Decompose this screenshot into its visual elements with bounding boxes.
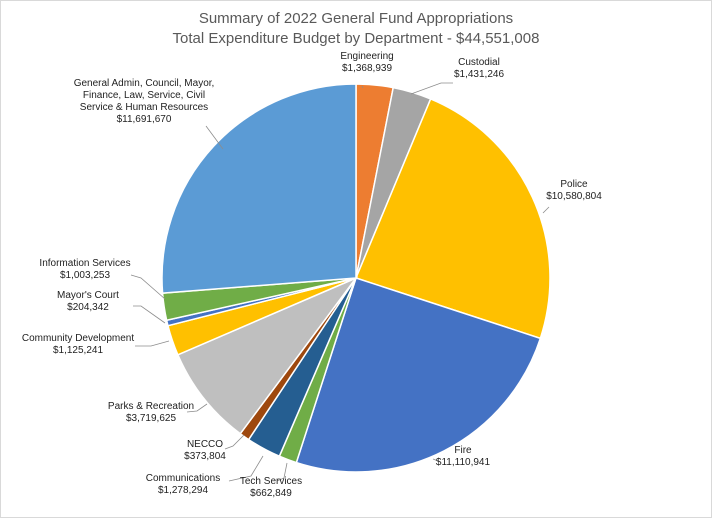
label-value: $11,691,670 <box>117 114 172 125</box>
label-value: $1,125,241 <box>53 345 103 356</box>
data-label-parks-recreation: Parks & Recreation $3,719,625 <box>108 401 194 424</box>
leader-line-information-services <box>130 274 166 300</box>
data-label-information-services: Information Services $1,003,253 <box>39 258 130 281</box>
pie-slice-parks-recreation <box>176 276 359 435</box>
label-value: $373,804 <box>184 451 226 462</box>
label-name-line: Fire <box>454 445 472 456</box>
label-name-line: Finance, Law, Service, Civil <box>83 90 205 101</box>
leader-line-community-development <box>135 340 170 347</box>
leader-line-custodial <box>410 82 453 95</box>
label-name-line: Police <box>560 179 588 190</box>
data-labels: Engineering $1,368,939 Custodial $1,431,246… <box>22 51 602 499</box>
label-name-line: NECCO <box>187 439 223 450</box>
label-value: $1,431,246 <box>454 69 504 80</box>
pie-slice-fire <box>295 277 542 473</box>
label-name-line: Information Services <box>39 258 130 269</box>
data-label-custodial: Custodial $1,431,246 <box>454 57 504 80</box>
chart-title: Summary of 2022 General Fund Appropriati… <box>199 10 513 27</box>
data-label-communications: Communications $1,278,294 <box>146 473 220 496</box>
leader-line-tech-services <box>276 462 288 482</box>
data-label-mayors-court: Mayor's Court $204,342 <box>57 290 119 313</box>
label-value: $1,003,253 <box>60 270 110 281</box>
label-name-line: Mayor's Court <box>57 290 119 301</box>
label-value: $662,849 <box>250 488 292 499</box>
leader-line-police <box>542 206 550 214</box>
pie-slices <box>161 83 551 473</box>
data-label-necco: NECCO $373,804 <box>184 439 226 462</box>
label-value: $11,110,941 <box>436 457 491 468</box>
data-label-community-development: Community Development $1,125,241 <box>22 333 134 356</box>
label-value: $204,342 <box>67 302 109 313</box>
label-name-line: Tech Services <box>240 476 302 487</box>
label-value: $1,368,939 <box>342 63 392 74</box>
data-label-general-admin: General Admin, Council, Mayor, Finance, L… <box>74 78 215 125</box>
label-name-line: General Admin, Council, Mayor, <box>74 78 215 89</box>
leader-line-necco <box>224 434 245 450</box>
leader-line-mayors-court <box>133 305 166 324</box>
pie-slice-police <box>354 97 551 340</box>
leader-lines <box>130 82 550 482</box>
leader-line-parks-recreation <box>186 403 208 413</box>
data-label-fire: Fire $11,110,941 <box>436 445 491 468</box>
data-label-engineering: Engineering $1,368,939 <box>340 51 393 74</box>
label-value: $1,278,294 <box>158 485 208 496</box>
label-name-line: Communications <box>146 473 220 484</box>
data-label-police: Police $10,580,804 <box>546 179 602 202</box>
label-name-line: Engineering <box>340 51 393 62</box>
label-name-line: Custodial <box>458 57 500 68</box>
label-value: $10,580,804 <box>546 191 602 202</box>
label-value: $3,719,625 <box>126 413 176 424</box>
label-name-line: Service & Human Resources <box>80 102 208 113</box>
data-label-tech-services: Tech Services $662,849 <box>240 476 302 499</box>
label-name-line: Parks & Recreation <box>108 401 194 412</box>
chart-subtitle: Total Expenditure Budget by Department -… <box>173 30 540 47</box>
leader-line-communications <box>228 455 264 482</box>
label-name-line: Community Development <box>22 333 134 344</box>
leader-line-engineering <box>361 85 364 89</box>
leader-line-general-admin <box>205 125 224 150</box>
leader-line-fire <box>432 458 439 462</box>
pie-slice-general-admin <box>161 83 357 294</box>
